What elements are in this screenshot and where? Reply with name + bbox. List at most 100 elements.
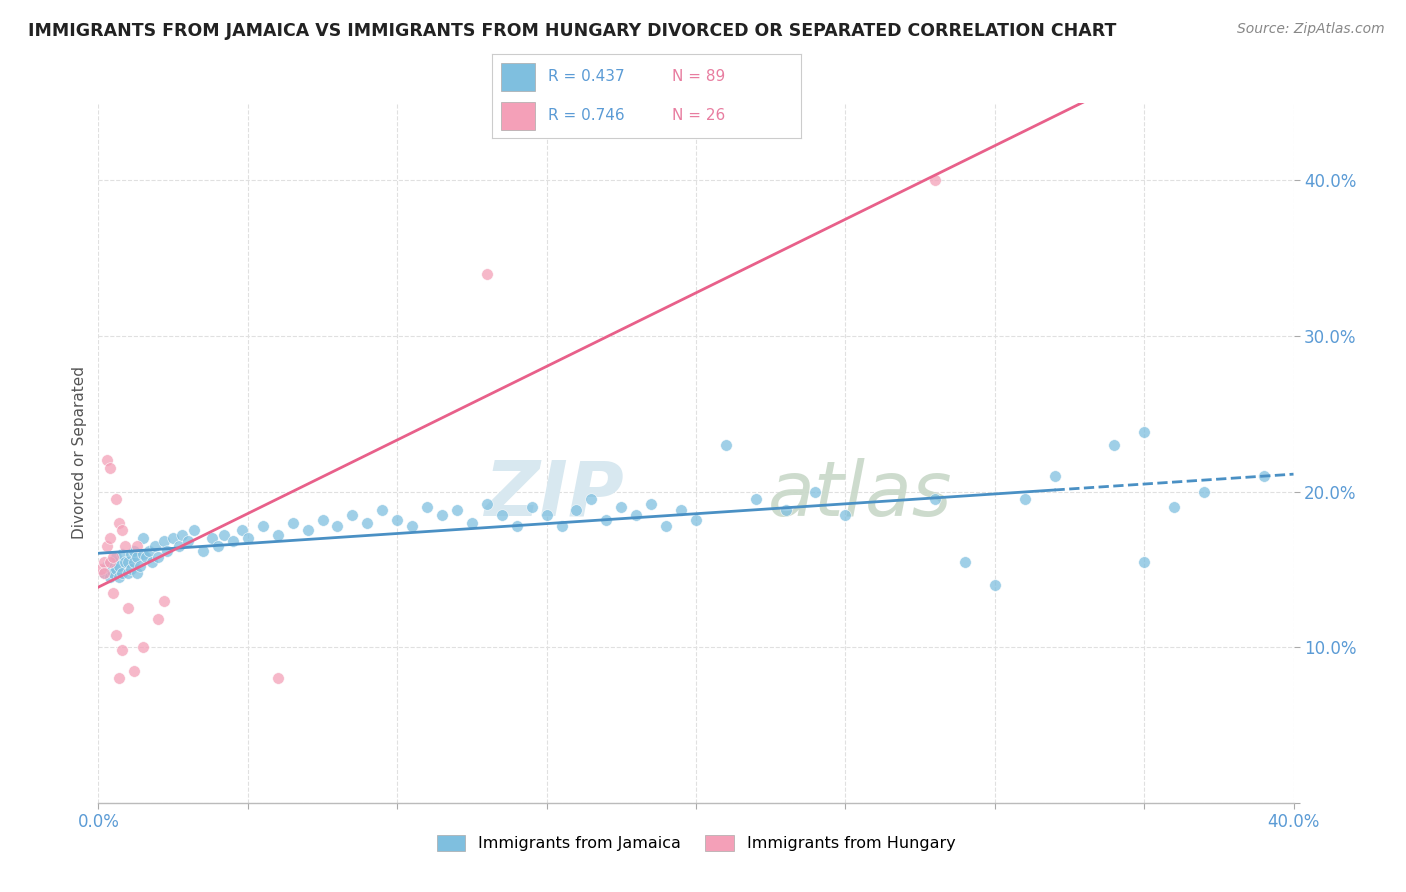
Point: [371, 503, 394, 517]
Point: [924, 173, 946, 187]
Point: [156, 543, 179, 558]
Point: [342, 508, 364, 522]
Point: [172, 528, 194, 542]
Point: [177, 534, 200, 549]
Point: [745, 492, 768, 507]
Point: [98, 461, 122, 475]
Text: IMMIGRANTS FROM JAMAICA VS IMMIGRANTS FROM HUNGARY DIVORCED OR SEPARATED CORRELA: IMMIGRANTS FROM JAMAICA VS IMMIGRANTS FR…: [28, 22, 1116, 40]
Point: [297, 524, 319, 538]
Point: [108, 516, 131, 530]
Point: [775, 503, 797, 517]
Point: [96, 539, 118, 553]
Point: [167, 539, 190, 553]
Point: [655, 518, 678, 533]
Point: [401, 518, 423, 533]
Point: [685, 513, 707, 527]
Point: [111, 524, 134, 538]
Point: [132, 531, 155, 545]
Point: [103, 549, 125, 564]
Text: ZIP: ZIP: [485, 458, 624, 532]
Point: [98, 555, 122, 569]
Point: [834, 508, 856, 522]
Point: [108, 671, 131, 685]
Point: [610, 500, 633, 515]
Point: [356, 516, 378, 530]
Point: [114, 539, 136, 553]
Point: [162, 531, 184, 545]
Text: atlas: atlas: [768, 458, 952, 532]
Point: [96, 559, 118, 574]
Point: [132, 547, 155, 561]
Point: [127, 566, 149, 580]
Point: [281, 516, 304, 530]
Point: [520, 500, 543, 515]
Point: [129, 559, 152, 574]
Point: [103, 566, 125, 580]
Point: [105, 549, 128, 564]
Legend: Immigrants from Jamaica, Immigrants from Hungary: Immigrants from Jamaica, Immigrants from…: [430, 829, 962, 858]
Text: R = 0.746: R = 0.746: [548, 108, 624, 123]
Point: [231, 524, 253, 538]
Point: [804, 484, 827, 499]
Point: [135, 549, 157, 564]
Point: [201, 531, 224, 545]
Point: [714, 438, 737, 452]
Point: [96, 453, 118, 467]
Y-axis label: Divorced or Separated: Divorced or Separated: [72, 367, 87, 539]
Point: [550, 518, 572, 533]
Point: [98, 562, 122, 576]
Point: [93, 566, 115, 580]
Point: [475, 497, 498, 511]
Text: N = 89: N = 89: [672, 70, 724, 85]
Point: [212, 528, 235, 542]
Point: [153, 593, 176, 607]
Point: [267, 671, 290, 685]
Point: [506, 518, 529, 533]
Point: [475, 267, 498, 281]
Point: [141, 555, 163, 569]
Point: [222, 534, 245, 549]
Point: [148, 612, 170, 626]
Point: [117, 601, 139, 615]
FancyBboxPatch shape: [502, 62, 536, 91]
Point: [98, 570, 122, 584]
Point: [252, 518, 274, 533]
Point: [148, 549, 170, 564]
Point: [581, 492, 603, 507]
Point: [124, 664, 146, 678]
Point: [491, 508, 513, 522]
Point: [924, 492, 946, 507]
Point: [127, 549, 149, 564]
Point: [267, 528, 290, 542]
Text: Source: ZipAtlas.com: Source: ZipAtlas.com: [1237, 22, 1385, 37]
Point: [385, 513, 409, 527]
Point: [595, 513, 617, 527]
Point: [90, 562, 112, 576]
Point: [93, 566, 115, 580]
Point: [191, 543, 214, 558]
Point: [640, 497, 662, 511]
Point: [114, 555, 136, 569]
Point: [430, 508, 453, 522]
Point: [1163, 500, 1185, 515]
Point: [326, 518, 349, 533]
Point: [127, 539, 149, 553]
Point: [103, 585, 125, 599]
Point: [108, 559, 131, 574]
Point: [461, 516, 484, 530]
Point: [143, 539, 166, 553]
Point: [446, 503, 468, 517]
Point: [207, 539, 229, 553]
Point: [1014, 492, 1036, 507]
Point: [1133, 425, 1156, 440]
Point: [311, 513, 333, 527]
Point: [108, 570, 131, 584]
Point: [103, 555, 125, 569]
Point: [1104, 438, 1126, 452]
Point: [536, 508, 558, 522]
Point: [98, 531, 122, 545]
Point: [124, 543, 146, 558]
Point: [984, 578, 1007, 592]
Point: [669, 503, 692, 517]
Point: [105, 562, 128, 576]
